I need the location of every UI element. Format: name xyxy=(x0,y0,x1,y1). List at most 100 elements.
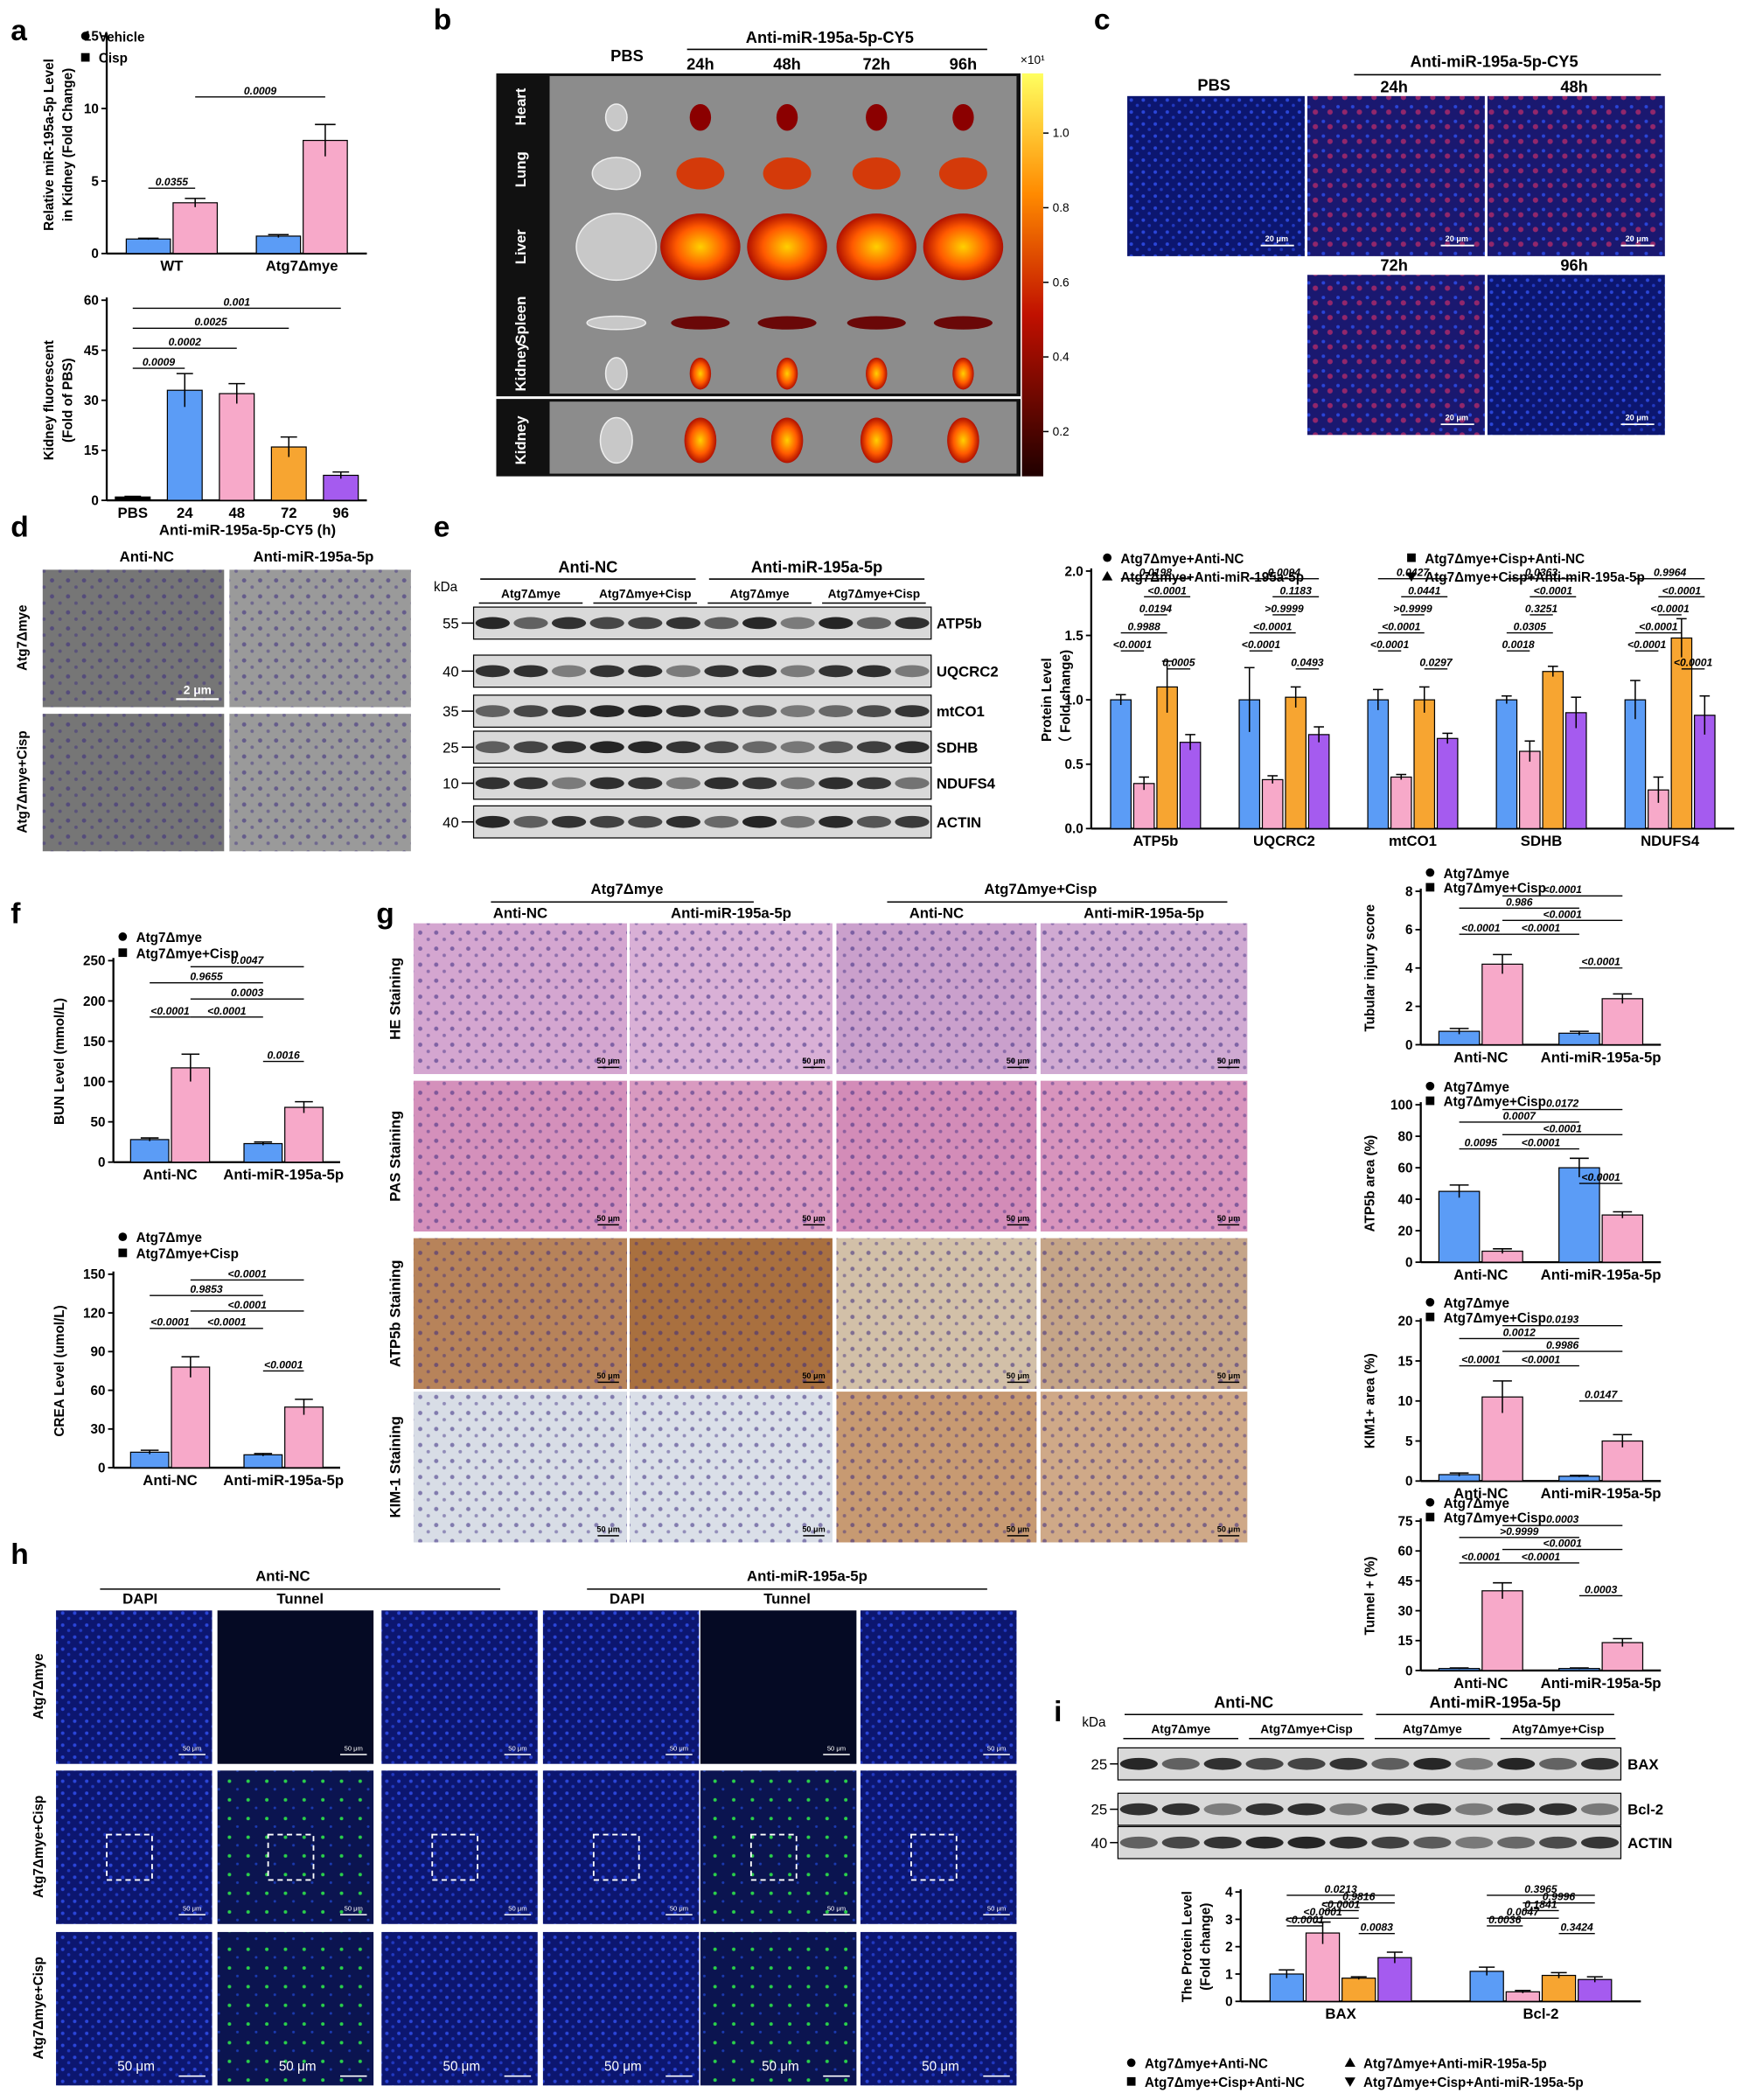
p-value: 0.9996 xyxy=(1543,1891,1575,1903)
p-value: 0.0003 xyxy=(1585,1583,1617,1595)
y-tick-label: 0 xyxy=(1405,1475,1412,1490)
colorbar-tick-label: 0.2 xyxy=(1053,425,1070,438)
y-tick-label: 0 xyxy=(91,247,98,262)
blot-band xyxy=(819,705,854,717)
blot-band xyxy=(895,777,930,790)
blot-band xyxy=(819,665,854,678)
protein-label: BAX xyxy=(1627,1756,1659,1773)
p-value: 0.0083 xyxy=(1361,1922,1393,1934)
organ-label: Kidney xyxy=(512,342,529,392)
p-value: <0.0001 xyxy=(1522,1353,1561,1365)
blot-strip xyxy=(473,806,931,839)
blot-band xyxy=(1287,1803,1326,1816)
blot-border xyxy=(472,730,932,764)
blot-band xyxy=(1287,1836,1326,1849)
blot-band xyxy=(1203,1803,1242,1816)
blot-band xyxy=(589,741,624,754)
scale-bar-label: 50 μm xyxy=(1007,1214,1029,1223)
blot-band xyxy=(475,815,510,828)
bar xyxy=(1285,696,1307,829)
label: Anti-miR-195a-5p xyxy=(1084,905,1204,922)
fluorescence-image xyxy=(700,1931,857,2086)
bar xyxy=(125,238,171,255)
scale-bar-label: 50 μm xyxy=(922,2060,959,2075)
p-value: 0.1841 xyxy=(1524,1898,1557,1910)
y-tick-label: 1.0 xyxy=(1065,693,1084,708)
bar xyxy=(1601,1440,1644,1482)
p-value: 0.0213 xyxy=(1324,1883,1356,1895)
p-value: 0.0003 xyxy=(231,987,263,999)
x-tick-label: Anti-NC xyxy=(1453,1049,1508,1065)
blot-band xyxy=(665,665,700,678)
scale-bar-label: 50 μm xyxy=(802,1524,825,1533)
label: Atg7Δmye+Cisp xyxy=(599,587,692,600)
scale-bar-label: 20 μm xyxy=(1626,414,1648,422)
fluorescence-image xyxy=(1307,95,1485,256)
p-value: 0.0016 xyxy=(268,1049,300,1061)
y-axis-label: (Fold of PBS) xyxy=(60,358,75,443)
p-value: <0.0001 xyxy=(227,1267,267,1280)
organ xyxy=(866,103,888,131)
blot-band xyxy=(742,777,777,790)
histology-texture xyxy=(630,1392,833,1543)
bar xyxy=(1601,1214,1644,1263)
blot-band xyxy=(1413,1803,1452,1816)
bar xyxy=(1469,1971,1504,2002)
blot-band xyxy=(1413,1757,1452,1770)
label: kDa xyxy=(1082,1715,1106,1730)
p-value: 0.3424 xyxy=(1561,1922,1593,1934)
p-value: <0.0001 xyxy=(1147,584,1187,597)
panel-label: c xyxy=(1094,4,1111,37)
x-tick-label: Anti-NC xyxy=(1453,1266,1508,1283)
label: Anti-miR-195a-5p-CY5 xyxy=(1410,52,1578,70)
bar xyxy=(323,474,359,501)
blot-band xyxy=(895,741,930,754)
blot-band xyxy=(1539,1757,1578,1770)
scale-bar-label: 50 μm xyxy=(762,2060,799,2075)
y-tick-label: 30 xyxy=(84,394,99,408)
scale-bar-label: 50 μm xyxy=(1217,1371,1240,1380)
legend-label: Atg7Δmye+Cisp+Anti-NC xyxy=(1145,2076,1305,2090)
label: PBS xyxy=(610,46,644,65)
p-value: <0.0001 xyxy=(1113,638,1153,651)
organ-label: Heart xyxy=(512,87,529,125)
histology-texture xyxy=(413,923,627,1075)
p-value: 0.0147 xyxy=(1585,1389,1618,1401)
legend-marker xyxy=(1126,2076,1136,2086)
blot-strip xyxy=(1118,1826,1621,1859)
p-value: 0.0009 xyxy=(143,356,175,368)
bar xyxy=(284,1106,324,1163)
y-tick-label: 0 xyxy=(1405,1664,1412,1678)
label: PAS Staining xyxy=(387,1111,404,1202)
label: Anti-NC xyxy=(255,1568,310,1585)
p-value: 0.0005 xyxy=(1162,657,1195,669)
blot-strip xyxy=(1118,1748,1621,1781)
kda-label: 35 xyxy=(442,703,459,720)
blot-band xyxy=(1161,1803,1200,1816)
p-value: 0.0003 xyxy=(1546,1513,1578,1525)
y-axis-label: （ Fold change) xyxy=(1057,650,1073,750)
blot-band xyxy=(895,705,930,717)
legend-marker xyxy=(1344,2057,1355,2067)
legend-marker xyxy=(1425,1497,1435,1507)
colorbar-tick-label: 0.6 xyxy=(1053,276,1070,289)
p-value: <0.0001 xyxy=(150,1005,190,1017)
organ xyxy=(763,157,812,190)
p-value: <0.0001 xyxy=(1461,1551,1501,1563)
histology-texture xyxy=(1040,1392,1248,1543)
kda-label: 25 xyxy=(442,739,459,756)
bar xyxy=(166,389,203,501)
y-tick-label: 60 xyxy=(1398,1545,1413,1559)
y-axis-label: Kidney fluorescent xyxy=(42,340,57,460)
kda-label: 55 xyxy=(442,616,459,632)
blot-band xyxy=(780,777,815,790)
legend-label: Atg7Δmye+Cisp xyxy=(1444,1511,1546,1526)
bar xyxy=(1377,1957,1412,2002)
fluorescence-image xyxy=(381,1931,538,2086)
y-tick-label: 8 xyxy=(1405,884,1413,899)
scale-bar-label: 50 μm xyxy=(604,2060,642,2075)
x-tick-label: WT xyxy=(160,258,184,275)
label: Atg7Δmye xyxy=(16,605,31,671)
p-value: <0.0001 xyxy=(1321,1898,1361,1910)
organ xyxy=(860,417,893,464)
